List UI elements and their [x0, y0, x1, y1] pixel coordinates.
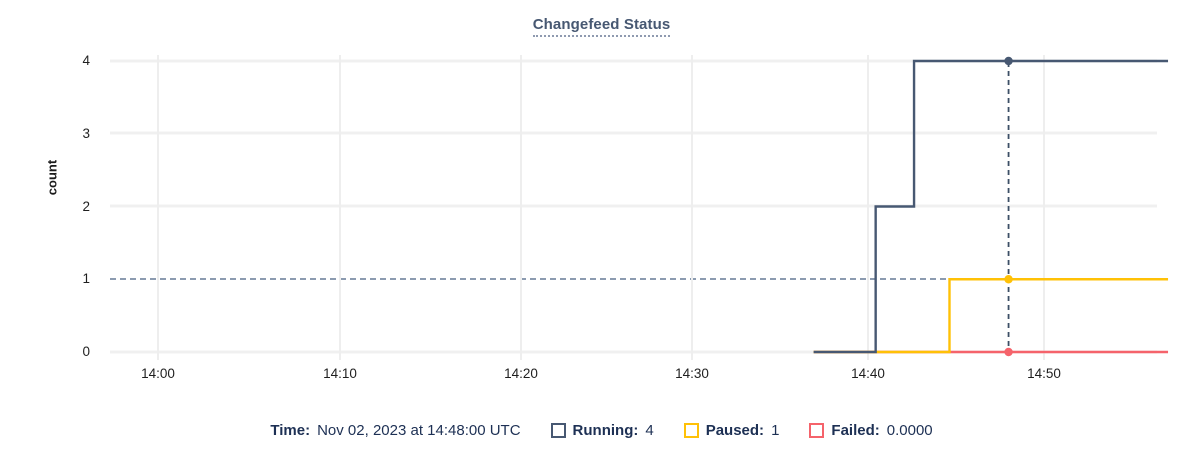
legend-time: Time: Nov 02, 2023 at 14:48:00 UTC [270, 422, 520, 439]
y-tick-label-4: 4 [82, 53, 90, 68]
series-line-paused [813, 278, 1169, 354]
legend-swatch-failed-icon [809, 423, 825, 438]
horizontal-gridlines [110, 59, 1157, 354]
legend-value-paused: 1 [771, 422, 780, 439]
legend-swatch-paused-icon [683, 423, 699, 438]
vertical-gridlines [157, 55, 1045, 360]
cursor-markers [1004, 56, 1013, 357]
y-tick-label-2: 2 [82, 199, 90, 214]
y-tick-label-1: 1 [82, 271, 90, 286]
legend-value-running: 4 [645, 422, 654, 439]
series-line-running [813, 59, 1169, 354]
legend-time-label: Time: [270, 422, 311, 439]
x-tick-label-1440: 14:40 [851, 366, 885, 381]
cursor-marker-paused [1004, 275, 1013, 284]
legend-value-failed: 0.0000 [886, 422, 933, 439]
legend-item-failed[interactable]: Failed: 0.0000 [809, 422, 933, 439]
x-tick-label-1400: 14:00 [141, 366, 175, 381]
y-tick-label-3: 3 [82, 126, 90, 141]
x-tick-label-1450: 14:50 [1027, 366, 1061, 381]
y-tick-label-0: 0 [82, 344, 90, 359]
legend-time-value: Nov 02, 2023 at 14:48:00 UTC [317, 422, 521, 439]
x-tick-label-1410: 14:10 [323, 366, 357, 381]
legend-label-failed: Failed: [831, 422, 880, 439]
cursor-marker-running [1004, 56, 1013, 66]
x-tick-label-1430: 14:30 [675, 366, 709, 381]
cursor-marker-failed [1004, 347, 1013, 357]
legend: Time: Nov 02, 2023 at 14:48:00 UTC Runni… [0, 422, 1203, 439]
x-tick-label-1420: 14:20 [504, 366, 538, 381]
chart-title-text: Changefeed Status [532, 16, 671, 37]
legend-label-paused: Paused: [705, 422, 765, 439]
legend-item-running[interactable]: Running: 4 [550, 422, 654, 439]
legend-item-paused[interactable]: Paused: 1 [683, 422, 780, 439]
legend-swatch-running-icon [550, 423, 566, 438]
legend-label-running: Running: [572, 422, 639, 439]
chart-title: Changefeed Status [0, 16, 1203, 37]
